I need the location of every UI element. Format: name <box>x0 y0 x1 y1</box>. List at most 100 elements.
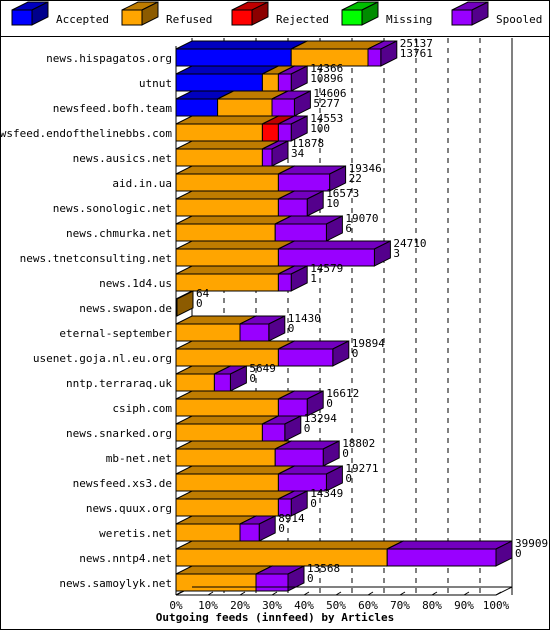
bar-refused-5 <box>175 165 295 192</box>
row-value-total: 39909 <box>515 537 548 550</box>
row-name: news.hispagatos.org <box>46 52 172 65</box>
bar-spooled-9 <box>277 265 308 292</box>
x-tick-label: 40% <box>294 599 314 612</box>
x-tick-label: 10% <box>198 599 218 612</box>
bar-refused-17-top <box>175 465 295 475</box>
bar-refused-15-top <box>175 415 279 425</box>
bar-rejected-3-front <box>261 123 279 142</box>
bar-spooled-15-front <box>261 423 286 442</box>
row-value-total: 64 <box>196 287 210 300</box>
bar-spooled-2-front <box>271 98 295 117</box>
bar-refused-7-front <box>175 223 276 242</box>
row-value-accepted: 0 <box>196 297 203 310</box>
x-tick-label: 90% <box>454 599 474 612</box>
bar-row-0 <box>175 40 398 67</box>
row-value-accepted: 0 <box>249 372 256 385</box>
bar-refused-19-front <box>175 523 241 542</box>
bar-spooled-0-front <box>367 48 382 67</box>
row-value-accepted: 5277 <box>313 97 340 110</box>
bar-refused-20 <box>175 540 404 567</box>
bar-refused-4-top <box>175 140 279 150</box>
bar-spooled-12-front <box>277 348 334 367</box>
row-value-accepted: 0 <box>278 522 285 535</box>
bar-spooled-13-front <box>213 373 231 392</box>
bar-accepted-0 <box>175 40 308 67</box>
row-value-accepted: 0 <box>515 547 522 560</box>
bar-refused-16-top <box>175 440 292 450</box>
x-tick-mark <box>463 591 470 596</box>
bar-refused-3-front <box>175 123 263 142</box>
row-value-total: 24710 <box>393 237 426 250</box>
row-name: eternal-september <box>59 327 172 340</box>
bar-spooled-11-front <box>239 323 270 342</box>
legend-label-accepted: Accepted <box>56 13 109 26</box>
row-value-accepted: 0 <box>288 322 295 335</box>
bar-refused-9 <box>175 265 295 292</box>
bar-refused-5-top <box>175 165 295 175</box>
bar-row-16 <box>175 440 340 467</box>
row-value-accepted: 1 <box>310 272 317 285</box>
x-tick-label: 80% <box>422 599 442 612</box>
bar-spooled-9-front <box>277 273 292 292</box>
row-value-accepted: 6 <box>345 222 352 235</box>
bar-refused-18-top <box>175 490 295 500</box>
row-value-total: 16573 <box>326 187 359 200</box>
row-name: utnut <box>139 77 172 90</box>
bar-row-9 <box>175 265 308 292</box>
bar-refused-11-front <box>175 323 241 342</box>
legend-swatch-rejected-front <box>231 9 253 26</box>
bar-spooled-7 <box>274 215 343 242</box>
bar-refused-14 <box>175 390 295 417</box>
row-value-total: 14349 <box>310 487 343 500</box>
x-tick-label: 30% <box>262 599 282 612</box>
row-name: news.1d4.us <box>99 277 172 290</box>
legend-swatch-spooled <box>451 1 489 26</box>
bar-row-10 <box>175 290 194 317</box>
bar-spooled-3-front <box>277 123 292 142</box>
bar-refused-4-front <box>175 148 263 167</box>
row-name: mb-net.net <box>106 452 172 465</box>
row-name: csiph.com <box>112 402 172 415</box>
row-value-accepted: 0 <box>307 572 314 585</box>
bar-accepted-0-top <box>175 40 308 50</box>
bar-spooled-2 <box>271 90 311 117</box>
row-value-accepted: 0 <box>304 422 311 435</box>
legend: Accepted Refused Rejected Missing Spooled <box>11 1 542 26</box>
row-name: news.samoylyk.net <box>59 577 172 590</box>
bar-spooled-13 <box>213 365 247 392</box>
bar-spooled-5 <box>277 165 347 192</box>
row-value-total: 11430 <box>288 312 321 325</box>
bar-spooled-19-front <box>239 523 260 542</box>
legend-swatch-refused <box>121 1 159 26</box>
bar-spooled-5-front <box>277 173 331 192</box>
bar-refused-20-top <box>175 540 404 550</box>
bar-row-12 <box>175 340 350 367</box>
legend-label-missing: Missing <box>386 13 432 26</box>
x-tick-mark <box>367 591 374 596</box>
row-value-total: 19271 <box>345 462 378 475</box>
bar-accepted-2-front <box>175 98 219 117</box>
legend-swatch-refused-front <box>121 9 143 26</box>
bar-spooled-6 <box>277 190 324 217</box>
bar-row-1 <box>175 65 308 92</box>
row-name: news.sonologic.net <box>53 202 172 215</box>
bar-refused-18-front <box>175 498 279 517</box>
bar-spooled-8-front <box>277 248 375 267</box>
x-tick-mark <box>239 591 246 596</box>
row-name: newsfeed.xs3.de <box>73 477 172 490</box>
row-labels: news.hispagatos.org2513713761utnut143661… <box>0 37 548 590</box>
row-value-accepted: 0 <box>345 472 352 485</box>
bar-refused-5-front <box>175 173 279 192</box>
bar-spooled-15 <box>261 415 302 442</box>
bar-refused-2-front <box>217 98 273 117</box>
row-value-total: 13568 <box>307 562 340 575</box>
x-tick-label: 100% <box>483 599 510 612</box>
x-tick-label: 60% <box>358 599 378 612</box>
row-value-accepted: 3 <box>393 247 400 260</box>
bar-spooled-16 <box>274 440 340 467</box>
row-value-total: 8914 <box>278 512 305 525</box>
bar-row-11 <box>175 315 286 342</box>
row-name: news.tnetconsulting.net <box>20 252 172 265</box>
bar-row-18 <box>175 490 308 517</box>
